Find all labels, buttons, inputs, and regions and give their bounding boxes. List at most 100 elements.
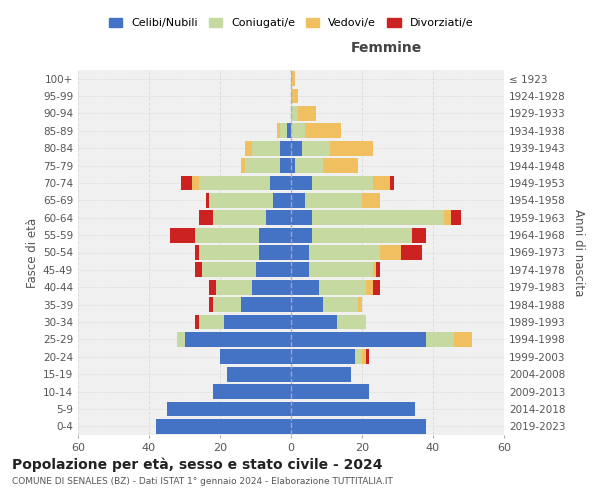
Bar — [291, 141, 302, 156]
Bar — [358, 298, 362, 312]
Bar — [298, 106, 316, 121]
Bar — [191, 176, 199, 190]
Bar — [380, 245, 401, 260]
Bar — [291, 176, 313, 190]
Bar — [302, 141, 330, 156]
Bar — [199, 210, 213, 225]
Bar — [280, 141, 291, 156]
Bar — [245, 158, 280, 173]
Bar — [451, 210, 461, 225]
Bar — [199, 245, 259, 260]
Bar — [337, 314, 365, 330]
Bar — [412, 228, 426, 242]
Bar — [199, 314, 224, 330]
Bar — [241, 158, 245, 173]
Bar — [391, 176, 394, 190]
Bar — [291, 262, 309, 278]
Y-axis label: Fasce di età: Fasce di età — [26, 218, 39, 288]
Bar — [426, 332, 454, 347]
Bar — [178, 332, 185, 347]
Bar — [305, 193, 362, 208]
Legend: Celibi/Nubili, Coniugati/e, Vedovi/e, Divorziati/e: Celibi/Nubili, Coniugati/e, Vedovi/e, Di… — [104, 14, 478, 33]
Bar — [291, 106, 298, 121]
Bar — [323, 158, 358, 173]
Bar — [362, 350, 365, 364]
Bar — [365, 350, 369, 364]
Bar — [291, 88, 298, 104]
Bar — [256, 262, 291, 278]
Bar — [330, 141, 373, 156]
Bar — [291, 332, 426, 347]
Bar — [313, 228, 412, 242]
Bar — [220, 350, 291, 364]
Y-axis label: Anni di nascita: Anni di nascita — [572, 209, 585, 296]
Bar — [280, 124, 287, 138]
Bar — [252, 141, 280, 156]
Bar — [291, 350, 355, 364]
Bar — [295, 158, 323, 173]
Bar — [454, 332, 472, 347]
Bar — [355, 350, 362, 364]
Bar — [309, 245, 380, 260]
Bar — [213, 210, 266, 225]
Bar — [291, 124, 305, 138]
Bar — [291, 402, 415, 416]
Bar — [365, 280, 373, 294]
Bar — [206, 193, 209, 208]
Bar — [280, 158, 291, 173]
Bar — [217, 280, 252, 294]
Bar — [259, 245, 291, 260]
Bar — [291, 158, 295, 173]
Bar — [209, 298, 213, 312]
Bar — [199, 176, 270, 190]
Bar — [291, 210, 313, 225]
Bar — [195, 262, 202, 278]
Bar — [195, 228, 259, 242]
Bar — [213, 384, 291, 399]
Bar — [209, 280, 217, 294]
Bar — [373, 262, 376, 278]
Bar — [323, 298, 358, 312]
Bar — [209, 193, 273, 208]
Bar — [401, 245, 422, 260]
Bar — [443, 210, 451, 225]
Bar — [277, 124, 280, 138]
Bar — [313, 176, 373, 190]
Bar — [170, 228, 195, 242]
Bar — [309, 262, 373, 278]
Bar — [291, 245, 309, 260]
Bar — [291, 314, 337, 330]
Bar — [313, 210, 443, 225]
Bar — [291, 384, 369, 399]
Bar — [291, 298, 323, 312]
Bar — [291, 193, 305, 208]
Bar — [252, 280, 291, 294]
Text: Popolazione per età, sesso e stato civile - 2024: Popolazione per età, sesso e stato civil… — [12, 458, 383, 472]
Bar — [241, 298, 291, 312]
Bar — [376, 262, 380, 278]
Bar — [245, 141, 252, 156]
Bar — [362, 193, 380, 208]
Bar — [319, 280, 365, 294]
Text: Femmine: Femmine — [351, 42, 422, 56]
Bar — [227, 367, 291, 382]
Bar — [181, 176, 191, 190]
Bar — [259, 228, 291, 242]
Bar — [291, 367, 352, 382]
Text: COMUNE DI SENALES (BZ) - Dati ISTAT 1° gennaio 2024 - Elaborazione TUTTITALIA.IT: COMUNE DI SENALES (BZ) - Dati ISTAT 1° g… — [12, 478, 393, 486]
Bar — [185, 332, 291, 347]
Bar — [156, 419, 291, 434]
Bar — [270, 176, 291, 190]
Bar — [195, 314, 199, 330]
Bar — [373, 280, 380, 294]
Bar — [305, 124, 341, 138]
Bar — [291, 419, 426, 434]
Bar — [287, 124, 291, 138]
Bar — [291, 72, 295, 86]
Bar — [213, 298, 241, 312]
Bar — [167, 402, 291, 416]
Bar — [373, 176, 391, 190]
Bar — [224, 314, 291, 330]
Bar — [195, 245, 199, 260]
Bar — [266, 210, 291, 225]
